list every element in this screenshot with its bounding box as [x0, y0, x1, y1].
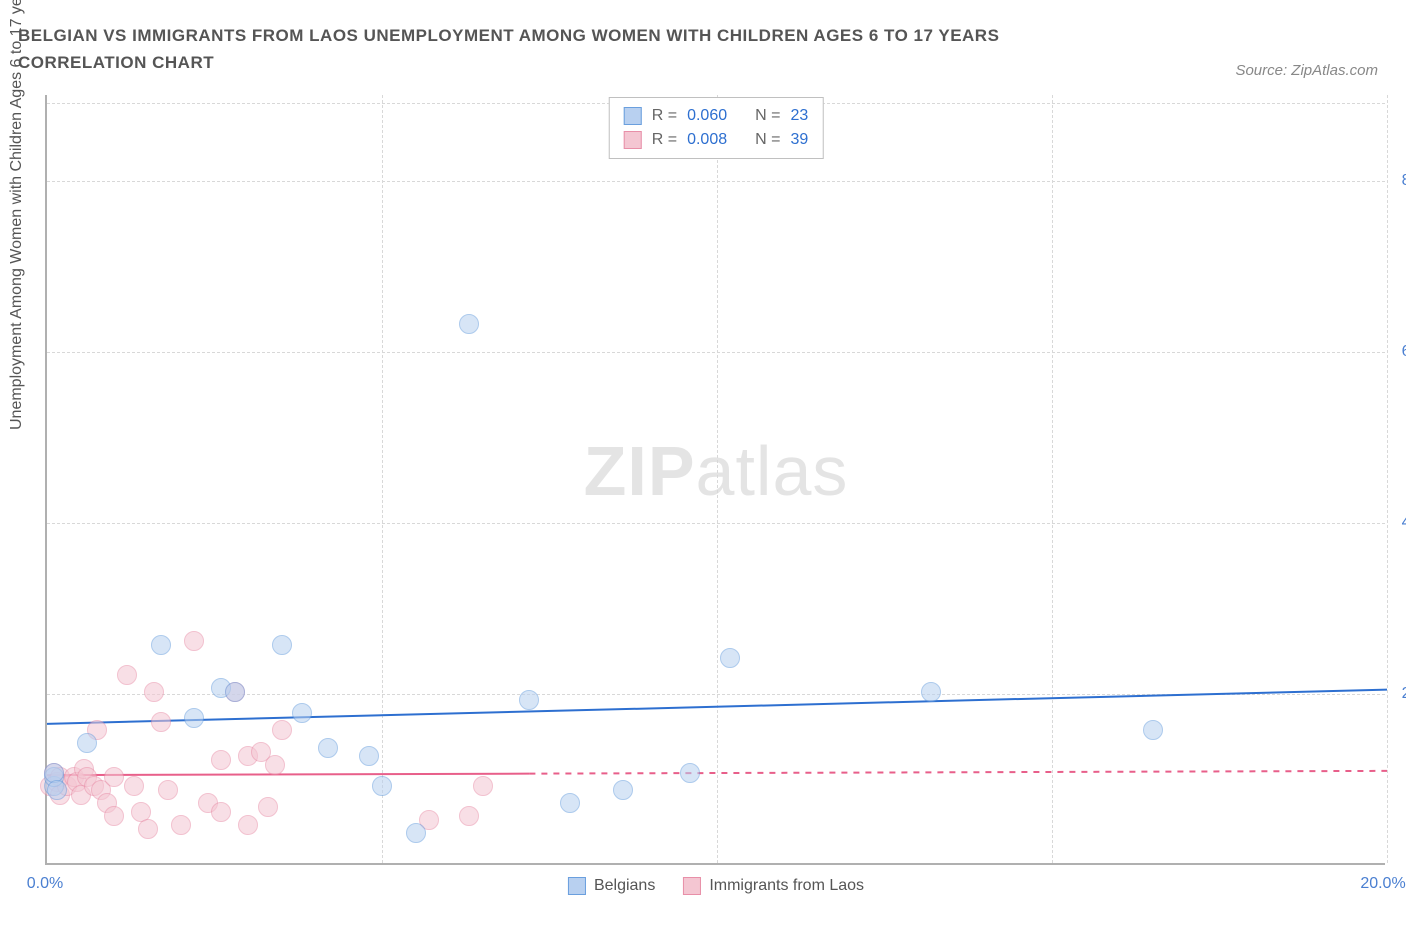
series-swatch: [624, 107, 642, 125]
data-point: [1143, 720, 1163, 740]
data-point: [144, 682, 164, 702]
data-point: [171, 815, 191, 835]
data-point: [473, 776, 493, 796]
stats-row: R = 0.060 N = 23: [624, 104, 809, 128]
scatter-plot: ZIPatlas 20.0%40.0%60.0%80.0%0.0%20.0%R …: [45, 95, 1385, 865]
data-point: [211, 750, 231, 770]
r-value: 0.060: [687, 104, 727, 128]
x-tick-label: 0.0%: [27, 875, 63, 893]
data-point: [151, 635, 171, 655]
data-point: [184, 708, 204, 728]
y-tick-label: 20.0%: [1402, 685, 1406, 703]
chart-title: BELGIAN VS IMMIGRANTS FROM LAOS UNEMPLOY…: [18, 22, 1118, 76]
y-tick-label: 80.0%: [1402, 172, 1406, 190]
legend-swatch: [568, 877, 586, 895]
data-point: [117, 665, 137, 685]
series-legend: Belgians Immigrants from Laos: [568, 877, 864, 895]
data-point: [459, 314, 479, 334]
series-swatch: [624, 131, 642, 149]
y-tick-label: 60.0%: [1402, 343, 1406, 361]
x-tick-label: 20.0%: [1360, 875, 1405, 893]
data-point: [292, 703, 312, 723]
data-point: [272, 635, 292, 655]
data-point: [124, 776, 144, 796]
data-point: [211, 802, 231, 822]
r-value: 0.008: [687, 128, 727, 152]
r-label: R =: [652, 128, 677, 152]
data-point: [560, 793, 580, 813]
legend-label: Belgians: [594, 877, 655, 895]
source-attribution: Source: ZipAtlas.com: [1235, 62, 1378, 79]
y-axis-label: Unemployment Among Women with Children A…: [8, 0, 26, 430]
r-label: R =: [652, 104, 677, 128]
data-point: [47, 780, 67, 800]
n-label: N =: [755, 104, 780, 128]
data-point: [158, 780, 178, 800]
data-point: [138, 819, 158, 839]
data-point: [104, 767, 124, 787]
data-point: [406, 823, 426, 843]
data-point: [372, 776, 392, 796]
data-point: [720, 648, 740, 668]
data-point: [104, 806, 124, 826]
legend-item: Belgians: [568, 877, 655, 895]
n-label: N =: [755, 128, 780, 152]
legend-label: Immigrants from Laos: [709, 877, 864, 895]
data-point: [459, 806, 479, 826]
data-point: [613, 780, 633, 800]
data-point: [519, 690, 539, 710]
stats-row: R = 0.008 N = 39: [624, 128, 809, 152]
data-point: [265, 755, 285, 775]
legend-swatch: [683, 877, 701, 895]
data-point: [272, 720, 292, 740]
correlation-stats-box: R = 0.060 N = 23 R = 0.008 N = 39: [609, 97, 824, 159]
data-point: [151, 712, 171, 732]
data-point: [184, 631, 204, 651]
legend-item: Immigrants from Laos: [683, 877, 864, 895]
data-point: [258, 797, 278, 817]
data-point: [680, 763, 700, 783]
data-point: [77, 733, 97, 753]
n-value: 39: [790, 128, 808, 152]
gridline-v: [1387, 95, 1388, 863]
data-point: [921, 682, 941, 702]
data-point: [238, 815, 258, 835]
y-tick-label: 40.0%: [1402, 514, 1406, 532]
data-point: [359, 746, 379, 766]
n-value: 23: [790, 104, 808, 128]
data-point: [318, 738, 338, 758]
data-point: [225, 682, 245, 702]
